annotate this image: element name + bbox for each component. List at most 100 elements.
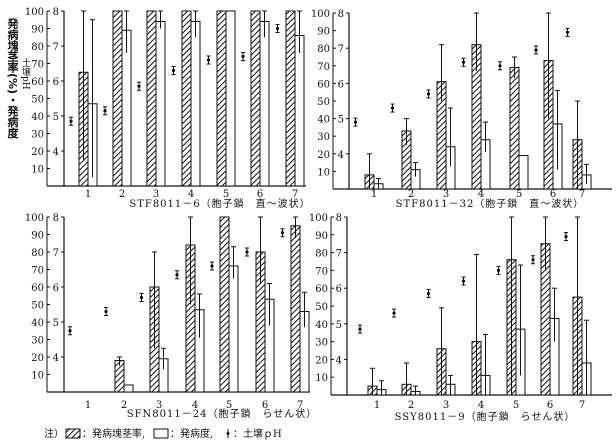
incidence-bar [250, 10, 261, 187]
ph-point [461, 279, 466, 283]
y-tick-label: 30 [31, 336, 44, 347]
category-label: 5 [226, 400, 232, 411]
ph-tick-label: 7 [53, 248, 59, 259]
y-tick-label: 100 [25, 213, 44, 224]
ph-point [137, 84, 141, 88]
category-label: 7 [292, 189, 298, 200]
category-label: 6 [550, 189, 556, 200]
y-tick-label: 10 [31, 165, 44, 176]
y-tick-label: 40 [31, 318, 44, 329]
category-label: 1 [85, 400, 91, 411]
y-tick-label: 50 [31, 301, 44, 312]
category-label: 2 [119, 189, 125, 200]
ph-point [564, 234, 568, 239]
ph-tick-label: 6 [53, 283, 59, 294]
incidence-bar [285, 10, 296, 187]
category-label: 6 [257, 189, 263, 200]
ph-point [241, 54, 245, 59]
category-label: 1 [85, 189, 91, 200]
ph-point [245, 250, 249, 254]
category-label: 2 [408, 189, 414, 200]
ph-tick-label: 6 [338, 79, 344, 90]
y-tick-label: 50 [315, 302, 328, 313]
legend-hatched-swatch [65, 428, 81, 439]
category-label: 3 [443, 189, 449, 200]
category-label: 4 [192, 400, 198, 411]
ph-point [139, 295, 144, 300]
severity-bar [225, 10, 236, 187]
category-label: 4 [188, 189, 194, 200]
incidence-bar [146, 10, 157, 187]
incidence-bar [216, 10, 227, 187]
ph-point [461, 60, 466, 64]
severity-bar [155, 21, 166, 187]
ph-tick-label: 7 [336, 249, 342, 260]
category-label: 3 [443, 400, 449, 411]
category-label: 5 [223, 189, 229, 200]
severity-bar [190, 21, 201, 187]
ph-point [171, 68, 176, 73]
incidence-bar [181, 10, 192, 187]
panel-title: STF8011－32（胞子鎖 直～波状） [396, 197, 585, 210]
ph-point [353, 120, 358, 124]
y-tick-label: 70 [315, 266, 328, 277]
panel-title: SSY8011－9（胞子鎖 らせん状） [395, 410, 576, 423]
category-label: 4 [478, 400, 484, 411]
ph-point [69, 119, 73, 123]
y-tick-label: 50 [31, 95, 44, 106]
ph-point [280, 231, 285, 235]
y-tick-label: 50 [317, 97, 330, 108]
category-label: 1 [371, 189, 377, 200]
y-tick-label: 90 [315, 231, 328, 242]
panel-title: SFN8011－24（胞子鎖 らせん状） [127, 407, 318, 420]
y-tick-label: 40 [315, 320, 328, 331]
ph-tick-label: 4 [53, 147, 59, 158]
ph-point [275, 26, 280, 31]
y-tick-label: 100 [311, 9, 330, 20]
ph-tick-label: 8 [338, 9, 344, 20]
y-tick-label: 20 [317, 150, 330, 161]
y-tick-label: 40 [317, 115, 330, 126]
severity-bar [123, 384, 134, 393]
ph-tick-label: 4 [53, 353, 59, 364]
y-tick-label: 80 [317, 44, 330, 55]
y-tick-label: 10 [31, 371, 44, 382]
ph-tick-label: 5 [53, 112, 59, 123]
y-tick-label: 30 [315, 338, 328, 349]
ph-tick-label: 5 [338, 115, 344, 126]
category-label: 3 [153, 189, 159, 200]
legend-open-swatch [153, 428, 169, 439]
y-tick-label: 80 [31, 248, 44, 259]
ph-point [175, 273, 179, 277]
y-tick-label: 90 [31, 231, 44, 242]
incidence-bar [509, 67, 520, 190]
ph-tick-label: 6 [336, 284, 342, 295]
y-tick-label: 30 [31, 130, 44, 141]
ph-point [426, 291, 431, 296]
ph-point [392, 311, 396, 315]
category-label: 5 [513, 400, 519, 411]
category-label: 6 [547, 400, 553, 411]
ph-point [390, 106, 395, 110]
y-tick-label: 100 [309, 213, 328, 224]
y-tick-label: 60 [31, 283, 44, 294]
y-tick-label: 60 [315, 284, 328, 295]
incidence-bar [112, 10, 123, 187]
y-tick-label: 40 [31, 112, 44, 123]
ph-point [426, 92, 431, 96]
ph-point [104, 309, 108, 314]
ph-point [531, 258, 535, 262]
ph-axis-label: 土壌pH [20, 57, 31, 90]
ph-tick-label: 7 [53, 42, 59, 53]
category-label: 1 [374, 400, 380, 411]
category-label: 5 [516, 189, 522, 200]
ph-point [496, 268, 501, 272]
severity-bar [518, 155, 529, 190]
category-label: 7 [579, 189, 585, 200]
footnote-prefix: 注） [44, 427, 64, 440]
y-tick-label: 60 [317, 79, 330, 90]
category-label: 6 [262, 400, 268, 411]
category-label: 2 [408, 400, 414, 411]
incidence-bar [290, 225, 301, 393]
